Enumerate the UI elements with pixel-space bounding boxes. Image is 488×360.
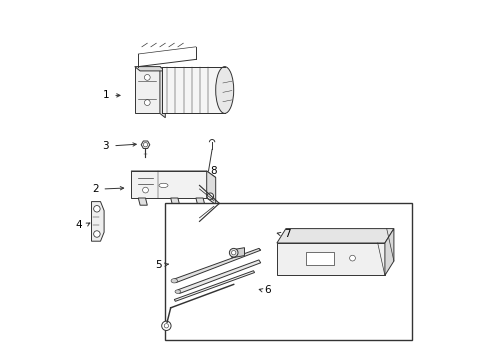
- Bar: [305, 252, 334, 265]
- Text: 4: 4: [76, 220, 82, 230]
- Polygon shape: [134, 67, 160, 113]
- Circle shape: [206, 193, 213, 199]
- Circle shape: [231, 251, 235, 255]
- Polygon shape: [160, 67, 165, 118]
- Text: 6: 6: [264, 285, 271, 295]
- Circle shape: [144, 100, 150, 105]
- Polygon shape: [91, 202, 104, 241]
- Polygon shape: [174, 271, 254, 301]
- Polygon shape: [174, 248, 260, 283]
- Polygon shape: [131, 171, 206, 198]
- Circle shape: [144, 75, 150, 80]
- Polygon shape: [206, 171, 215, 204]
- Circle shape: [94, 231, 100, 237]
- Ellipse shape: [159, 183, 168, 188]
- Polygon shape: [138, 198, 147, 205]
- Circle shape: [143, 143, 147, 147]
- Bar: [165, 203, 411, 340]
- Polygon shape: [141, 141, 149, 148]
- Circle shape: [229, 248, 238, 257]
- Text: 8: 8: [210, 166, 217, 176]
- Circle shape: [142, 187, 148, 193]
- Text: 2: 2: [92, 184, 98, 194]
- Circle shape: [94, 206, 100, 212]
- Polygon shape: [384, 229, 393, 275]
- Circle shape: [164, 324, 168, 328]
- Polygon shape: [231, 248, 244, 258]
- Text: 1: 1: [102, 90, 109, 100]
- Text: 3: 3: [102, 141, 109, 151]
- Polygon shape: [162, 67, 224, 113]
- Circle shape: [207, 208, 212, 213]
- Polygon shape: [178, 260, 260, 293]
- Ellipse shape: [175, 290, 181, 293]
- Ellipse shape: [171, 279, 177, 283]
- Circle shape: [349, 255, 355, 261]
- Polygon shape: [276, 229, 393, 243]
- Text: 5: 5: [155, 260, 161, 270]
- Polygon shape: [134, 67, 165, 71]
- Polygon shape: [196, 198, 204, 205]
- Polygon shape: [276, 243, 384, 275]
- Polygon shape: [170, 198, 179, 205]
- Ellipse shape: [215, 67, 233, 113]
- Polygon shape: [131, 171, 215, 177]
- Text: 7: 7: [284, 229, 290, 239]
- Circle shape: [162, 321, 171, 330]
